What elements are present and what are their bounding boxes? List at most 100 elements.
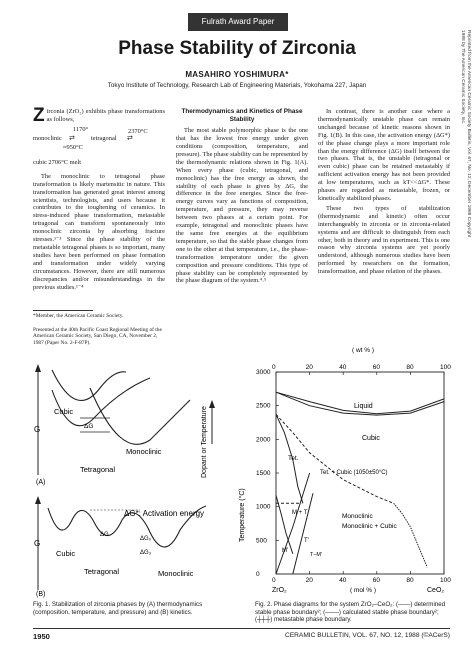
fig2-series-3 xyxy=(275,414,394,504)
fig2-x2tick-label: 60 xyxy=(373,364,381,371)
equation-1: 1170° monoclinic ⇄ tetragonal 2370°C ⇄ ≈… xyxy=(33,126,165,156)
fig1b-dg3-label: ΔG₃ xyxy=(140,550,152,556)
fig2-mt-label: M + T xyxy=(292,510,308,516)
fig2-series-2 xyxy=(275,414,304,504)
fig2-xtick-label: 40 xyxy=(339,577,347,584)
intro-text: irconia (ZrO₂) exhibits phase transforma… xyxy=(46,108,165,123)
fig2-ytick-label: 1500 xyxy=(256,470,271,477)
figure-2-caption: Fig. 2. Phase diagrams for the system Zr… xyxy=(255,601,446,624)
fig2-liquid-label: Liquid xyxy=(354,403,373,410)
fig2-ytick-label: 2000 xyxy=(256,436,271,443)
eq-temp-3: ≈950°C xyxy=(63,143,83,151)
fig1a-dopant-arrow xyxy=(209,400,215,408)
fig2-ytick-label: 3000 xyxy=(256,369,271,376)
col1-paragraph: The monoclinic to tetragonal phase trans… xyxy=(33,172,165,291)
fig1a-g-arrow xyxy=(35,364,41,372)
fig2-x2tick-label: 100 xyxy=(440,364,451,371)
eq-temp-2: 2370°C xyxy=(128,127,148,135)
col3-paragraph-2: These two types of stabilization (thermo… xyxy=(318,204,450,276)
fig2-xtick-label: 0 xyxy=(272,577,276,584)
author: MASAHIRO YOSHIMURA* xyxy=(185,70,289,79)
fig2-series-7 xyxy=(275,472,311,575)
page-title: Phase Stability of Zirconia xyxy=(118,38,356,59)
fig2-tm-label: T–M' xyxy=(310,552,322,558)
eq-arrow-1: ⇄ xyxy=(69,133,75,142)
fig1b-dgt-label: ΔG₀ xyxy=(140,536,152,542)
fig2-tprime-label: T' xyxy=(304,538,309,544)
footnote-member: *Member, the American Ceramic Society. xyxy=(33,313,124,319)
fig2-x2tick-label: 40 xyxy=(339,364,347,371)
eq-temp-1: 1170° xyxy=(73,125,89,133)
fig2-series-4 xyxy=(275,495,294,554)
fig2-ytick-label: 1000 xyxy=(256,504,271,511)
fig2-series-1 xyxy=(275,391,445,416)
fig1b-monoclinic-label: Monoclinic xyxy=(158,569,194,578)
fig1b-energy-curve xyxy=(47,505,207,548)
fig1b-g-label: G xyxy=(34,539,40,548)
fig2-xright-label: CeO₂ xyxy=(427,587,444,594)
fig1b-dg-label: ΔG xyxy=(100,532,109,538)
fig1a-monoclinic-curve xyxy=(89,387,191,445)
figure-1-caption: Fig. 1. Stabilization of zirconia phases… xyxy=(33,601,203,616)
fig2-curves xyxy=(275,391,445,575)
fig2-cubic-label: Cubic xyxy=(362,435,380,442)
section-heading: Thermodynamics and Kinetics of Phase Sta… xyxy=(181,108,303,123)
fig2-x2tick-label: 0 xyxy=(272,364,276,371)
reprint-note: Reprinted from the American Ceramic Soci… xyxy=(460,30,471,238)
fig1b-tetragonal-label: Tetragonal xyxy=(84,567,119,576)
fig2-xtick-label: 20 xyxy=(306,577,314,584)
fig1b-dgstar-label: ΔG*: Activation energy xyxy=(124,509,204,518)
fig2-ytick-label: 500 xyxy=(256,537,267,544)
fig1a-monoclinic-label: Monoclinic xyxy=(126,447,162,456)
fig2-mono-label: Monoclinic xyxy=(342,513,373,520)
fig2-ylabel: Temperature (°C) xyxy=(238,488,246,542)
column-3: In contrast, there is another case where… xyxy=(318,108,450,278)
footnote-presented: Presented at the 40th Pacific Coast Regi… xyxy=(33,327,162,346)
fig2-mol-label: ( mol % ) xyxy=(350,587,376,594)
award-tab: Fulrath Award Paper xyxy=(188,13,288,31)
fig1a-g-label: G xyxy=(34,425,40,434)
fig1b-g-arrow xyxy=(35,496,41,504)
journal-footer: CERAMIC BULLETIN, VOL. 67, NO. 12, 1988 … xyxy=(285,632,450,639)
fig2-series-5 xyxy=(393,502,428,568)
fig2-tet-cubic-label: Tet. + Cubic (1050±50°C) xyxy=(320,470,388,476)
fig2-ytick-label: 0 xyxy=(256,571,260,578)
fig1a-label: (A) xyxy=(36,479,45,486)
fig2-series-8 xyxy=(292,493,314,575)
fig2-ticks: 0 20 40 60 80 1000 20 40 60 80 1000500100015002000… xyxy=(256,364,451,584)
footer-rule xyxy=(33,628,450,629)
column-2: Thermodynamics and Kinetics of Phase Sta… xyxy=(176,108,308,287)
fig2-xtick-label: 60 xyxy=(373,577,381,584)
affiliation: Tokyo Institute of Technology, Research … xyxy=(107,82,367,89)
col3-paragraph-1: In contrast, there is another case where… xyxy=(318,108,450,202)
fig1a-tetragonal-label: Tetragonal xyxy=(80,465,115,474)
fig2-xtick-label: 100 xyxy=(440,577,451,584)
fig1a-dg-label: ΔG xyxy=(84,423,93,430)
figure-1: G Cubic ΔG Monoclinic Tetragonal (A) Dop… xyxy=(34,364,215,598)
figure-2-phase-diagram: ( wt % ) 0 20 40 60 80 1000 20 40 60 80 1000500100… xyxy=(238,347,451,594)
fig1a-dopant-label: Dopant or Temperature xyxy=(201,406,208,478)
equation-2: cubic 2706°C melt xyxy=(33,158,81,166)
fig2-mono-cubic-label: Monoclinic + Cubic xyxy=(342,523,397,530)
fig2-x2tick-label: 80 xyxy=(406,364,414,371)
dropcap: Z xyxy=(33,105,45,126)
fig2-mprime-label: M' xyxy=(282,548,288,554)
eq-monoclinic: monoclinic xyxy=(33,134,62,142)
col2-paragraph: The most stable polymorphic phase is the… xyxy=(176,127,308,285)
fig2-xleft-label: ZrO₂ xyxy=(272,587,287,594)
fig1a-cubic-label: Cubic xyxy=(54,407,73,416)
fig1b-cubic-label: Cubic xyxy=(56,549,75,558)
fig2-xtick-label: 80 xyxy=(406,577,414,584)
fig1b-label: (B) xyxy=(36,591,45,598)
footnote-rule xyxy=(33,310,93,311)
fig2-series-0 xyxy=(275,391,445,415)
fig1a-tetragonal-curve xyxy=(51,377,151,427)
fig2-tet-label: Tet. xyxy=(288,455,299,462)
eq-arrow-2: ⇄ xyxy=(127,133,133,142)
page-number: 1950 xyxy=(33,632,50,641)
eq-tetragonal: tetragonal xyxy=(91,134,117,142)
fig2-wt-label: ( wt % ) xyxy=(352,347,374,354)
fig2-x2tick-label: 20 xyxy=(306,364,314,371)
fig1a-cubic-curve xyxy=(51,369,127,401)
